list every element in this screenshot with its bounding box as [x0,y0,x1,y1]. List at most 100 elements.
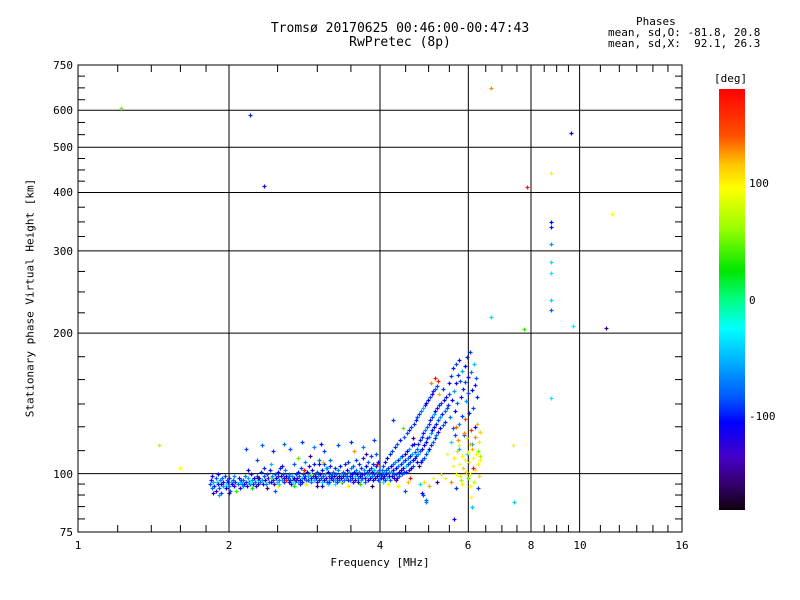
colorbar [719,89,745,510]
data-point [227,476,232,481]
data-point [549,220,554,225]
data-point [274,476,279,481]
data-point [296,480,301,485]
data-point [461,466,466,471]
data-point [571,324,576,329]
data-point [445,452,450,457]
data-point [271,478,276,483]
data-point [354,468,359,473]
data-point [401,460,406,465]
data-point [455,449,460,454]
data-point [427,447,432,452]
data-point [357,470,362,475]
data-point [224,482,229,487]
data-point [489,86,494,91]
data-point [352,470,357,475]
data-point [455,401,460,406]
data-point [463,364,468,369]
data-point [241,478,246,483]
colorbar-unit-label: [deg] [714,72,748,85]
data-point [478,458,483,463]
data-point [467,460,472,465]
data-point [460,414,465,419]
data-point [258,480,263,485]
data-point [351,480,356,485]
data-point [449,440,454,445]
data-point [372,438,377,443]
data-point [416,452,421,457]
data-point [358,474,363,479]
data-point [357,462,362,467]
data-point [382,470,387,475]
data-point [448,415,453,420]
data-point [296,470,301,475]
data-point [210,486,215,491]
data-point [473,383,478,388]
data-point [369,454,374,459]
data-point [284,478,289,483]
data-point [411,436,416,441]
data-point [236,482,241,487]
data-point [454,486,459,491]
data-point [549,298,554,303]
data-point [382,474,387,479]
data-point [468,484,473,489]
data-point [386,466,391,471]
data-point [436,430,441,435]
data-point [157,443,162,448]
data-point [318,472,323,477]
data-point [345,468,350,473]
data-point [457,447,462,452]
data-point [464,399,469,404]
y-tick-label: 500 [53,141,73,154]
data-point [459,395,464,400]
data-point [336,443,341,448]
data-point [326,470,331,475]
data-point [457,358,462,363]
data-point [441,387,446,392]
data-point [471,466,476,471]
data-point [450,398,455,403]
data-point [346,460,351,465]
data-point [407,468,412,473]
data-point [430,428,435,433]
data-point [315,484,320,489]
data-point [469,428,474,433]
data-point [394,478,399,483]
data-point [353,478,358,483]
data-point [415,415,420,420]
data-point [424,452,429,457]
data-point [216,472,221,477]
data-point [317,462,322,467]
data-point [335,480,340,485]
data-point [415,460,420,465]
data-point [341,470,346,475]
stats-mean-o: mean, sd,O: -81.8, 20.8 [608,26,761,39]
data-point [312,478,317,483]
data-point [334,472,339,477]
data-point [413,450,418,455]
data-point [461,387,466,392]
data-point [237,476,242,481]
data-point [328,464,333,469]
data-point [466,476,471,481]
data-point [458,474,463,479]
data-point [478,454,483,459]
data-point [394,472,399,477]
data-point [331,470,336,475]
data-point [279,474,284,479]
data-point [399,468,404,473]
data-point [512,500,517,505]
data-point [221,480,226,485]
data-point [452,517,457,522]
data-point [404,464,409,469]
data-point [446,403,451,408]
data-point [424,440,429,445]
data-point [549,225,554,230]
data-point [347,470,352,475]
x-tick-label: 1 [74,539,82,552]
data-point [390,474,395,479]
data-point [393,460,398,465]
data-point [549,396,554,401]
data-point [412,442,417,447]
